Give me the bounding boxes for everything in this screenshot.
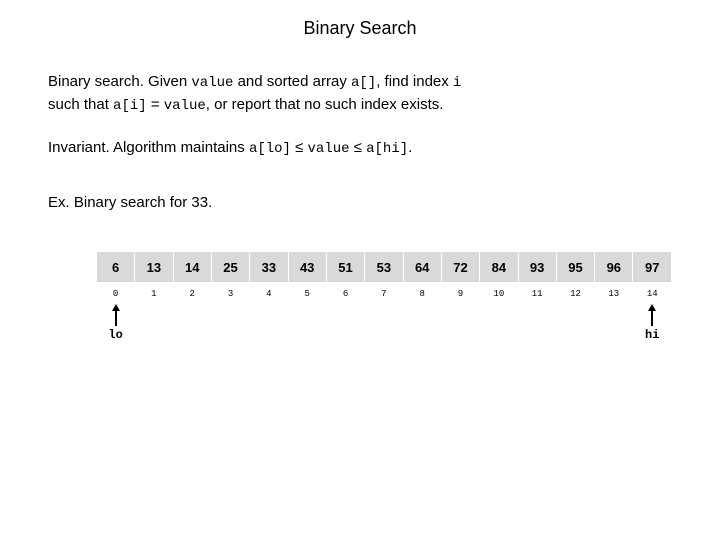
page-title: Binary Search [48, 18, 672, 39]
array-index-cell: 9 [441, 283, 479, 301]
array-index-cell: 8 [403, 283, 441, 301]
pointer-cell [173, 300, 211, 351]
pointer-cell [518, 300, 556, 351]
code-array: a[] [351, 75, 376, 91]
pointer-cell [595, 300, 633, 351]
array-value-cell: 64 [403, 252, 441, 283]
code-ai: a[i] [113, 98, 147, 114]
t: , or report that no such index exists. [206, 96, 444, 113]
array-index-cell: 5 [288, 283, 326, 301]
pointer-cell [288, 300, 326, 351]
code-ahi: a[hi] [366, 141, 408, 157]
array-value-cell: 25 [211, 252, 249, 283]
t: Algorithm maintains [110, 139, 249, 156]
pointer-cell [250, 300, 288, 351]
array-index-cell: 11 [518, 283, 556, 301]
code-value2: value [164, 98, 206, 114]
pointer-cell [441, 300, 479, 351]
array-index-cell: 1 [135, 283, 173, 301]
array-index-cell: 0 [97, 283, 135, 301]
array-index-cell: 3 [211, 283, 249, 301]
code-value: value [191, 75, 233, 91]
array-value-cell: 43 [288, 252, 326, 283]
t: , find index [376, 73, 453, 90]
array-index-cell: 12 [556, 283, 594, 301]
index-row: 01234567891011121314 [97, 283, 672, 301]
def-lead: Binary search. [48, 73, 144, 90]
pointer-cell [326, 300, 364, 351]
code-alo: a[lo] [249, 141, 291, 157]
pointer-cell [403, 300, 441, 351]
t: such that [48, 96, 113, 113]
array-value-cell: 33 [250, 252, 288, 283]
t: = [147, 96, 164, 113]
array-index-cell: 14 [633, 283, 672, 301]
lo-label: lo [108, 328, 122, 342]
array-index-cell: 6 [326, 283, 364, 301]
array-value-cell: 72 [441, 252, 479, 283]
array-value-cell: 6 [97, 252, 135, 283]
ex-rest: Binary search for 33. [70, 194, 213, 211]
code-i: i [453, 75, 461, 91]
array-table: 61314253343515364728493959697 0123456789… [96, 251, 672, 351]
array-index-cell: 10 [480, 283, 518, 301]
t: . [408, 139, 412, 156]
array-value-cell: 13 [135, 252, 173, 283]
array-index-cell: 2 [173, 283, 211, 301]
code-value3: value [308, 141, 350, 157]
values-row: 61314253343515364728493959697 [97, 252, 672, 283]
array-value-cell: 93 [518, 252, 556, 283]
pointer-cell [365, 300, 403, 351]
hi-label: hi [645, 328, 659, 342]
le-symbol: ≤ [291, 139, 308, 156]
array-diagram: 61314253343515364728493959697 0123456789… [96, 251, 672, 351]
pointer-cell: lo [97, 300, 135, 351]
array-value-cell: 95 [556, 252, 594, 283]
pointer-cell: hi [633, 300, 672, 351]
array-index-cell: 13 [595, 283, 633, 301]
array-index-cell: 7 [365, 283, 403, 301]
array-value-cell: 97 [633, 252, 672, 283]
array-value-cell: 53 [365, 252, 403, 283]
array-value-cell: 14 [173, 252, 211, 283]
inv-lead: Invariant. [48, 139, 110, 156]
definition-paragraph: Binary search. Given value and sorted ar… [48, 71, 672, 117]
array-value-cell: 51 [326, 252, 364, 283]
array-index-cell: 4 [250, 283, 288, 301]
pointer-cell [556, 300, 594, 351]
array-value-cell: 96 [595, 252, 633, 283]
t: Given [144, 73, 192, 90]
array-value-cell: 84 [480, 252, 518, 283]
pointer-cell [480, 300, 518, 351]
example-line: Ex. Binary search for 33. [48, 194, 672, 211]
ex-lead: Ex. [48, 194, 70, 211]
pointer-cell [135, 300, 173, 351]
t: and sorted array [233, 73, 351, 90]
le-symbol: ≤ [350, 139, 367, 156]
pointer-cell [211, 300, 249, 351]
invariant-paragraph: Invariant. Algorithm maintains a[lo] ≤ v… [48, 137, 672, 160]
pointer-row: lo hi [97, 300, 672, 351]
